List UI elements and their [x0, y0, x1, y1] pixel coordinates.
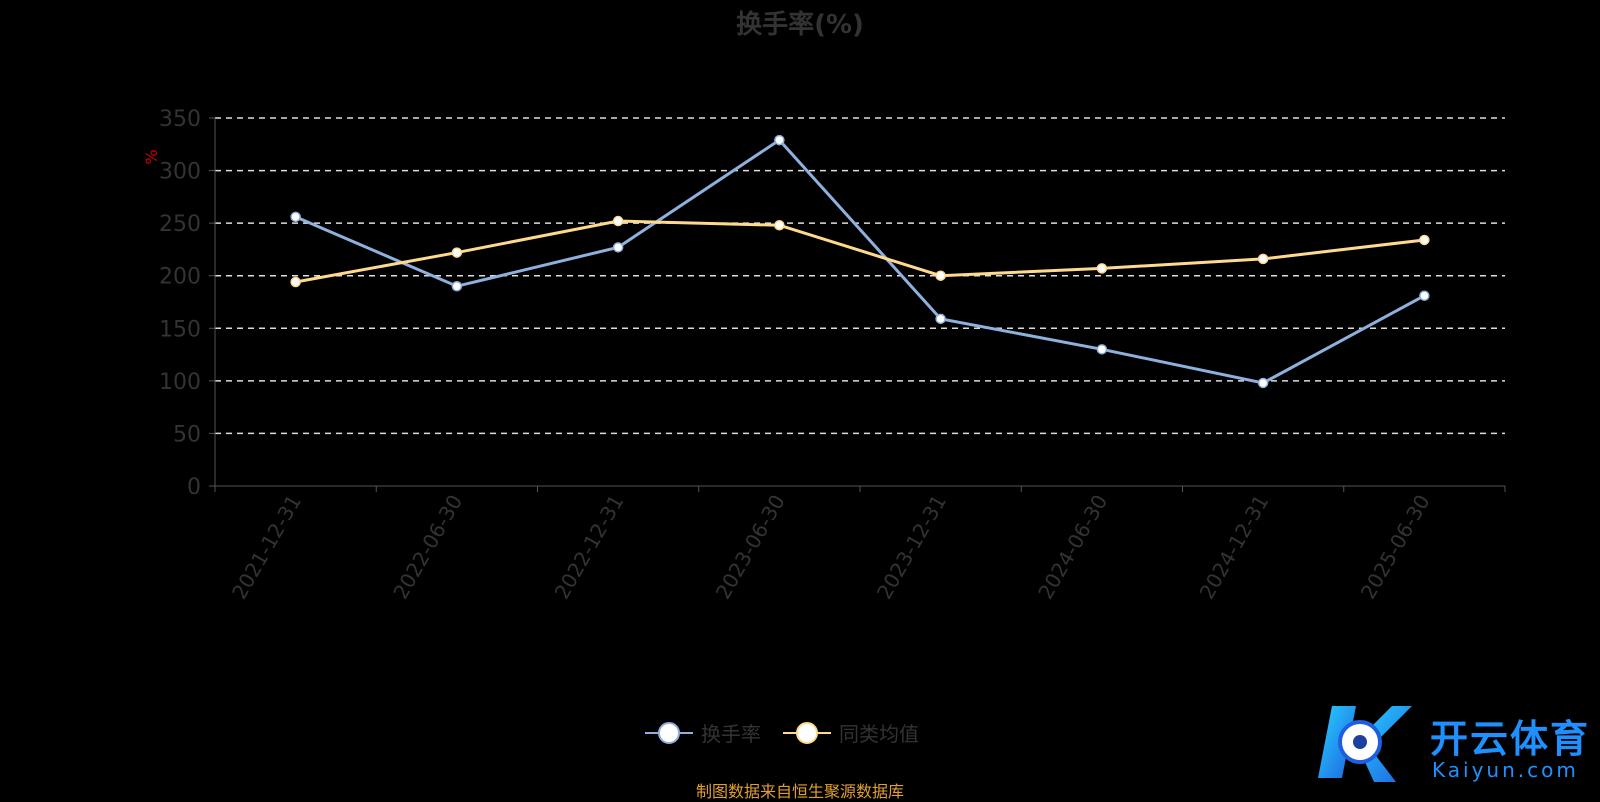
data-point: [290, 276, 301, 288]
x-tick-label: 2022-12-31: [550, 491, 629, 604]
data-point: [290, 211, 301, 223]
y-tick-label: 250: [159, 212, 201, 237]
legend-label: 换手率: [701, 722, 761, 746]
data-point: [1257, 377, 1269, 389]
series-line-0: [295, 138, 1426, 385]
y-tick-label: 200: [159, 265, 201, 290]
x-tick-label: 2024-12-31: [1195, 491, 1274, 604]
legend-item-turnover[interactable]: 换手率: [645, 718, 761, 747]
x-tick-label: 2023-12-31: [872, 491, 951, 604]
source-note: 制图数据来自恒生聚源数据库: [695, 782, 904, 801]
data-point: [612, 215, 624, 227]
legend-marker-icon: [645, 721, 693, 745]
x-tick-label: 2024-06-30: [1033, 491, 1112, 604]
x-tick-label: 2022-06-30: [388, 491, 467, 604]
y-tick-label: 0: [187, 475, 201, 500]
legend: 换手率 同类均值: [645, 718, 929, 747]
y-axis-unit: %: [142, 149, 161, 164]
x-tick-label: 2025-06-30: [1356, 491, 1435, 604]
legend-item-peer-average[interactable]: 同类均值: [783, 718, 919, 747]
data-point: [935, 313, 946, 325]
data-point: [612, 242, 624, 253]
y-tick-label: 300: [159, 160, 201, 185]
data-point: [774, 134, 785, 146]
data-point: [451, 247, 463, 258]
x-tick-label: 2021-12-31: [227, 491, 306, 604]
x-tick-label: 2023-06-30: [711, 491, 790, 604]
watermark-brand: 开云体育: [1430, 717, 1591, 761]
data-point: [774, 219, 785, 231]
legend-label: 同类均值: [839, 722, 919, 746]
kaiyun-logo-icon: [1318, 706, 1412, 782]
data-point: [1419, 234, 1430, 246]
chart-title: 换手率(%): [736, 10, 864, 40]
y-tick-label: 100: [159, 370, 201, 395]
series-line-1: [295, 219, 1425, 284]
y-tick-label: 50: [173, 422, 201, 447]
data-point: [1096, 344, 1108, 355]
y-tick-label: 150: [159, 317, 201, 342]
data-point: [451, 280, 463, 292]
data-point: [1096, 263, 1108, 274]
data-point: [1257, 253, 1269, 265]
data-point: [935, 270, 946, 281]
watermark-domain: Kaiyun.com: [1432, 758, 1579, 782]
data-point: [1419, 290, 1430, 301]
y-tick-label: 350: [159, 107, 201, 132]
legend-marker-icon: [783, 721, 831, 745]
